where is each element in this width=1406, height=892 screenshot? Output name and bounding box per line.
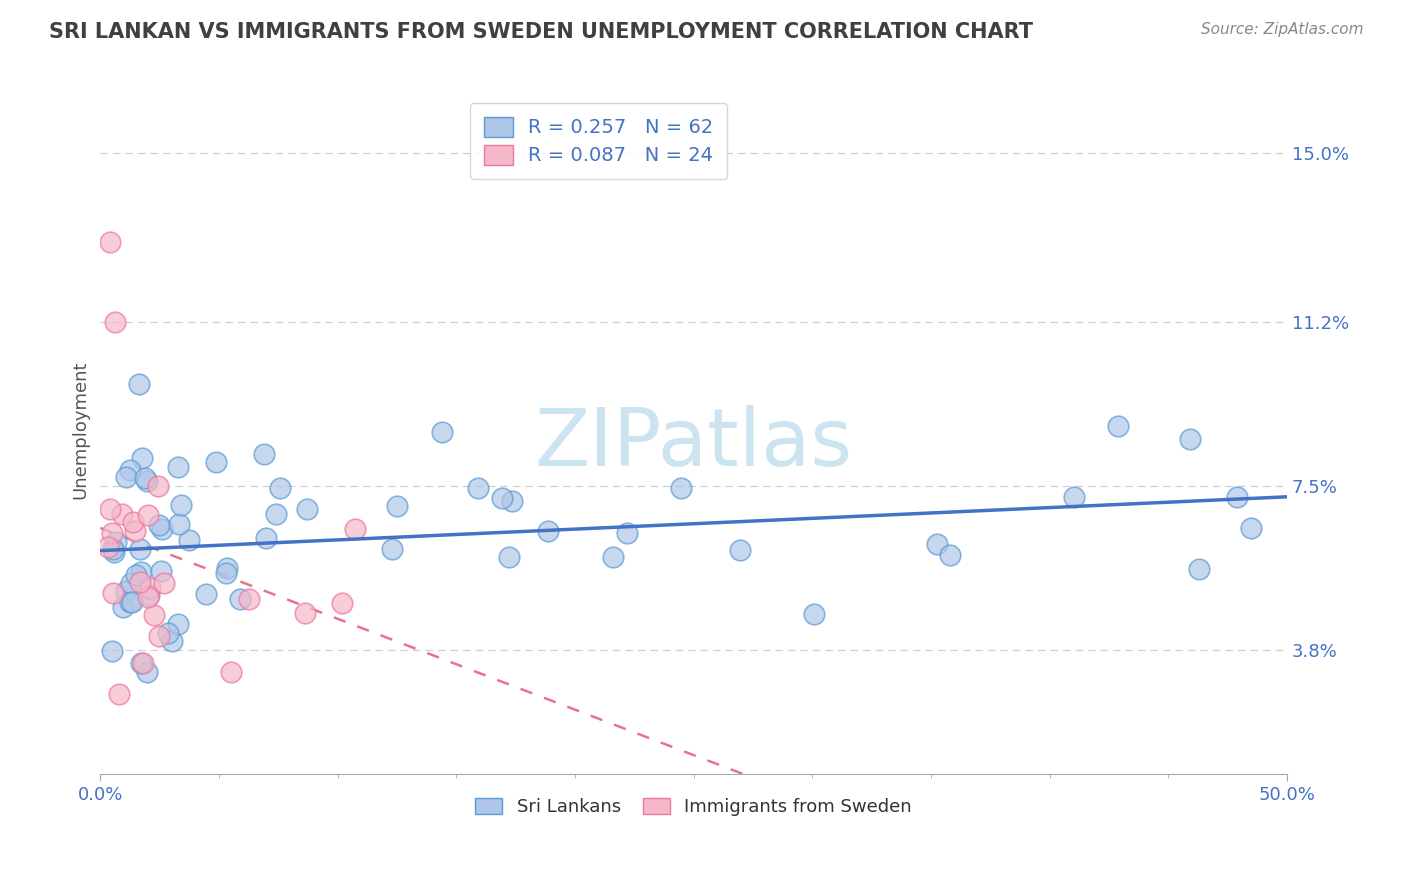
Point: [132, 656, 155, 670]
Point: [103, 544, 125, 558]
Point: [98, 502, 121, 516]
Point: [730, 542, 752, 557]
Point: [97, 540, 120, 554]
Point: [294, 606, 316, 620]
Point: [153, 575, 176, 590]
Point: [103, 542, 125, 557]
Point: [803, 607, 825, 622]
Text: ZIPatlas: ZIPatlas: [534, 405, 852, 483]
Point: [128, 541, 150, 556]
Point: [111, 599, 134, 614]
Point: [150, 565, 173, 579]
Point: [111, 507, 134, 521]
Point: [1226, 490, 1249, 504]
Point: [121, 594, 143, 608]
Y-axis label: Unemployment: Unemployment: [72, 361, 89, 500]
Point: [128, 376, 150, 391]
Point: [1240, 521, 1263, 535]
Point: [602, 549, 624, 564]
Point: [108, 687, 131, 701]
Point: [134, 471, 156, 485]
Point: [125, 567, 148, 582]
Point: [98, 235, 121, 249]
Point: [148, 479, 170, 493]
Point: [115, 584, 138, 599]
Text: SRI LANKAN VS IMMIGRANTS FROM SWEDEN UNEMPLOYMENT CORRELATION CHART: SRI LANKAN VS IMMIGRANTS FROM SWEDEN UNE…: [49, 22, 1033, 42]
Point: [616, 526, 638, 541]
Point: [148, 630, 170, 644]
Point: [498, 550, 520, 565]
Point: [169, 517, 191, 532]
Point: [215, 561, 238, 575]
Point: [254, 531, 277, 545]
Point: [381, 541, 404, 556]
Point: [118, 463, 141, 477]
Point: [135, 474, 157, 488]
Point: [101, 644, 124, 658]
Point: [118, 595, 141, 609]
Point: [501, 494, 523, 508]
Point: [129, 656, 152, 670]
Point: [170, 499, 193, 513]
Point: [253, 447, 276, 461]
Point: [143, 607, 166, 622]
Point: [228, 591, 250, 606]
Point: [204, 455, 226, 469]
Point: [104, 534, 127, 549]
Point: [129, 566, 152, 580]
Point: [136, 590, 159, 604]
Point: [128, 575, 150, 590]
Point: [121, 515, 143, 529]
Point: [101, 526, 124, 541]
Point: [467, 481, 489, 495]
Point: [432, 425, 454, 439]
Point: [179, 533, 201, 547]
Point: [195, 587, 218, 601]
Point: [167, 616, 190, 631]
Point: [1063, 490, 1085, 504]
Point: [1180, 432, 1202, 446]
Point: [103, 314, 125, 328]
Point: [669, 481, 692, 495]
Point: [160, 634, 183, 648]
Point: [131, 450, 153, 465]
Point: [344, 522, 367, 536]
Point: [295, 501, 318, 516]
Legend: Sri Lankans, Immigrants from Sweden: Sri Lankans, Immigrants from Sweden: [468, 791, 920, 823]
Point: [136, 508, 159, 523]
Point: [537, 524, 560, 538]
Point: [330, 596, 353, 610]
Point: [148, 517, 170, 532]
Point: [219, 665, 242, 679]
Point: [1188, 561, 1211, 575]
Point: [136, 665, 159, 679]
Point: [167, 459, 190, 474]
Point: [101, 586, 124, 600]
Point: [385, 499, 408, 513]
Point: [215, 566, 238, 581]
Point: [269, 482, 291, 496]
Point: [264, 508, 287, 522]
Point: [1107, 418, 1129, 433]
Point: [120, 576, 142, 591]
Point: [491, 491, 513, 506]
Point: [238, 592, 260, 607]
Point: [124, 524, 146, 538]
Point: [157, 626, 180, 640]
Text: Source: ZipAtlas.com: Source: ZipAtlas.com: [1201, 22, 1364, 37]
Point: [925, 537, 948, 551]
Point: [150, 522, 173, 536]
Point: [138, 588, 160, 602]
Point: [139, 581, 162, 595]
Point: [114, 470, 136, 484]
Point: [939, 548, 962, 562]
